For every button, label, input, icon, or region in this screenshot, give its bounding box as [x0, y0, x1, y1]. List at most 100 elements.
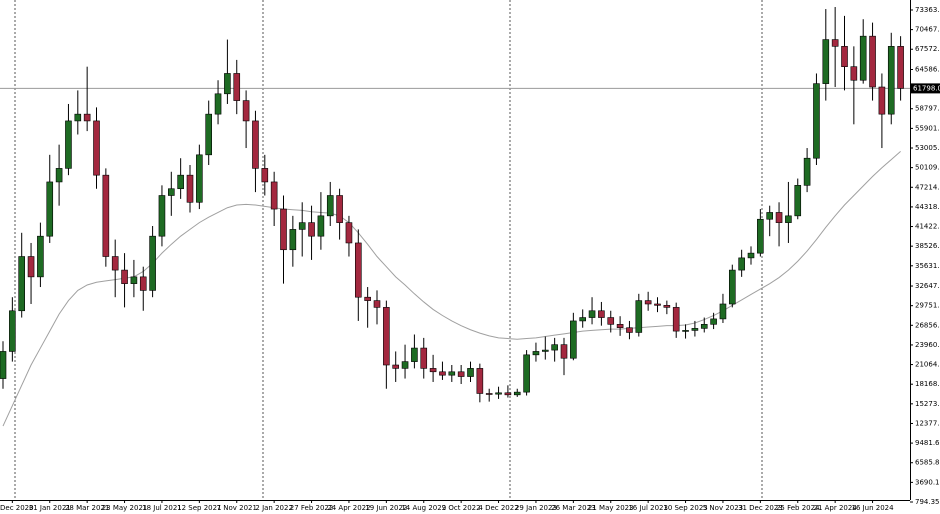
candle-body-up	[411, 347, 418, 362]
candle-body-up	[766, 212, 774, 220]
candle-body-down	[878, 86, 886, 115]
y-tick-label: 50109.85	[915, 164, 940, 172]
candle-body-up	[710, 318, 717, 325]
candle-body-down	[869, 35, 876, 88]
candle-body-down	[336, 195, 343, 223]
candle-body-up	[448, 371, 456, 376]
candle-body-up	[168, 188, 175, 196]
candle-body-up	[859, 35, 867, 81]
candle-body-up	[822, 39, 830, 84]
candle-body-up	[298, 222, 306, 230]
y-tick-label: 29751.85	[915, 302, 940, 310]
x-tick-label: 28 Mar 2021	[65, 504, 109, 512]
candle-body-up	[747, 252, 755, 259]
candle-body-down	[392, 364, 400, 369]
y-tick-label: 55901.35	[915, 124, 940, 132]
candle-body-up	[9, 310, 16, 352]
x-tick-label: 26 Mar 2023	[551, 504, 595, 512]
candle-body-down	[383, 307, 390, 366]
candle-body-up	[467, 368, 474, 377]
candle-body-down	[121, 269, 128, 284]
candle-body-down	[364, 296, 371, 301]
x-tick-label: 12 Sep 2021	[177, 504, 221, 512]
candle-body-up	[532, 351, 540, 356]
candle-body-up	[214, 93, 222, 115]
x-tick-label: 21 May 2023	[588, 504, 634, 512]
candle-body-up	[523, 354, 530, 393]
x-tick-label: 18 Jul 2021	[142, 504, 182, 512]
x-tick-label: 25 Feb 2024	[776, 504, 820, 512]
candle-body-down	[233, 73, 241, 101]
x-tick-label: 19 Jun 2022	[365, 504, 407, 512]
x-tick-label: 9 Oct 2022	[442, 504, 481, 512]
x-tick-label: 14 Aug 2022	[401, 504, 446, 512]
candle-body-up	[541, 349, 549, 352]
x-tick-label: 21 Apr 2024	[814, 504, 858, 512]
y-tick-label: 35631.10	[915, 262, 940, 270]
candle-body-up	[401, 361, 409, 369]
candle-body-up	[205, 113, 212, 156]
y-tick-label: 3690.10	[915, 478, 940, 486]
candle-body-up	[700, 324, 708, 329]
candle-body-up	[887, 46, 895, 115]
candle-body-up	[158, 195, 166, 237]
candle-body-up	[55, 168, 63, 183]
candle-body-down	[504, 392, 512, 396]
candle-body-up	[635, 300, 643, 333]
y-tick-label: 9481.60	[915, 439, 940, 447]
x-tick-label: 27 Feb 2022	[290, 504, 334, 512]
candle-body-up	[326, 195, 334, 217]
x-tick-label: 16 Jul 2023	[628, 504, 668, 512]
candle-body-down	[345, 222, 353, 244]
x-tick-label: 5 Nov 2023	[703, 504, 743, 512]
candle-body-down	[280, 208, 287, 251]
y-tick-label: 44318.35	[915, 203, 940, 211]
candle-body-up	[289, 229, 297, 251]
x-tick-label: 24 Apr 2022	[327, 504, 370, 512]
candle-body-down	[186, 174, 194, 203]
candle-body-down	[439, 371, 446, 376]
x-tick-label: 31 Dec 2023	[738, 504, 783, 512]
candle-body-down	[373, 300, 381, 308]
y-tick-label: 794.35	[915, 498, 940, 506]
candle-body-down	[897, 46, 904, 89]
candle-body-down	[93, 120, 100, 176]
candle-body-down	[654, 303, 661, 306]
x-tick-label: Dec 2020	[0, 504, 34, 512]
candle-body-down	[626, 327, 633, 333]
x-tick-label: 10 Sep 2023	[663, 504, 707, 512]
y-tick-label: 21064.60	[915, 361, 940, 369]
current-price-label: 61798.04	[913, 84, 940, 92]
candle-body-down	[485, 393, 493, 395]
y-tick-label: 47214.10	[915, 183, 940, 191]
y-tick-label: 53005.60	[915, 144, 940, 152]
y-tick-label: 67572.10	[915, 45, 940, 53]
candle-body-up	[224, 73, 231, 95]
candle-body-down	[476, 368, 484, 394]
candle-body-down	[111, 256, 119, 271]
candle-body-down	[560, 344, 568, 359]
candle-body-up	[757, 218, 764, 254]
candle-body-down	[457, 371, 465, 377]
candle-body-up	[196, 154, 203, 203]
x-tick-label: 2 Jan 2022	[255, 504, 293, 512]
x-tick-label: 16 Jun 2024	[851, 504, 894, 512]
y-tick-label: 70467.85	[915, 26, 940, 34]
candle-body-up	[682, 330, 689, 332]
candle-body-up	[738, 257, 745, 271]
y-tick-label: 38526.85	[915, 242, 940, 250]
candle-body-up	[495, 392, 502, 395]
y-tick-label: 15273.10	[915, 400, 940, 408]
candle-body-down	[429, 368, 437, 373]
x-tick-label: 23 May 2021	[102, 504, 148, 512]
candle-body-up	[130, 276, 138, 284]
x-tick-label: 29 Jan 2023	[515, 504, 557, 512]
candle-body-up	[37, 235, 44, 278]
candle-body-down	[139, 276, 147, 291]
candle-body-up	[813, 83, 820, 159]
candle-body-up	[513, 391, 521, 396]
candle-body-up	[719, 303, 727, 320]
candle-body-down	[850, 66, 858, 81]
